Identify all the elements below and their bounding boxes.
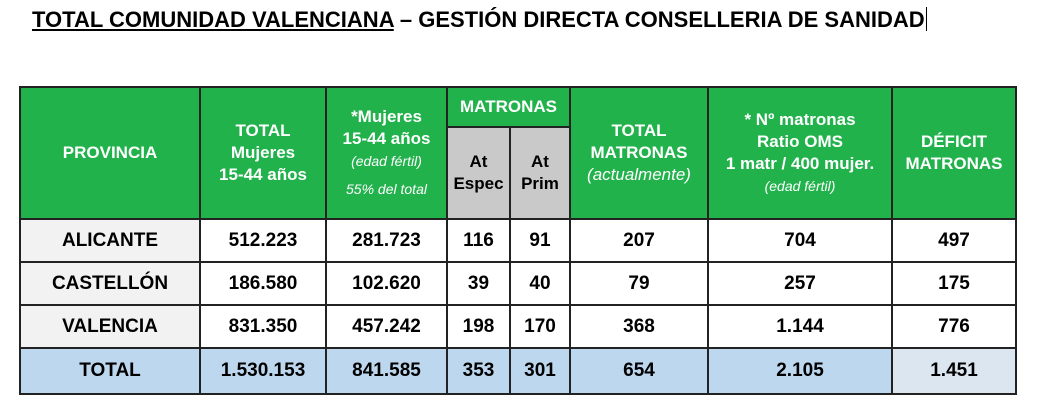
page-title: TOTAL COMUNIDAD VALENCIANA – GESTIÓN DIR… <box>32 6 1036 34</box>
cell-provincia: VALENCIA <box>19 304 201 349</box>
cell-at-prim: 91 <box>509 218 571 263</box>
table-row: VALENCIA 831.350 457.242 198 170 368 1.1… <box>19 304 1017 349</box>
cell-total-matronas: 207 <box>569 218 709 263</box>
cell-total-mujeres: 186.580 <box>199 261 327 306</box>
header-mujeres-fertil: *Mujeres 15-44 años (edad fértil) 55% de… <box>325 86 448 220</box>
text-cursor <box>925 7 927 31</box>
cell-at-espec: 198 <box>446 304 511 349</box>
cell-at-espec: 353 <box>446 347 511 395</box>
cell-total-matronas: 79 <box>569 261 709 306</box>
midwives-table: PROVINCIA TOTAL Mujeres 15-44 años *Muje… <box>19 86 1017 395</box>
cell-ratio-oms: 257 <box>707 261 893 306</box>
cell-at-prim: 301 <box>509 347 571 395</box>
cell-mujeres-fertil: 841.585 <box>325 347 448 395</box>
cell-total-mujeres: 831.350 <box>199 304 327 349</box>
header-provincia: PROVINCIA <box>19 86 201 220</box>
cell-mujeres-fertil: 457.242 <box>325 304 448 349</box>
cell-total-mujeres: 512.223 <box>199 218 327 263</box>
table-row: ALICANTE 512.223 281.723 116 91 207 704 … <box>19 218 1017 263</box>
header-ratio-oms: * Nº matronas Ratio OMS 1 matr / 400 muj… <box>707 86 893 220</box>
cell-ratio-oms: 2.105 <box>707 347 893 395</box>
cell-total-mujeres: 1.530.153 <box>199 347 327 395</box>
cell-at-espec: 39 <box>446 261 511 306</box>
cell-total-matronas: 654 <box>569 347 709 395</box>
table-row: CASTELLÓN 186.580 102.620 39 40 79 257 1… <box>19 261 1017 306</box>
cell-at-espec: 116 <box>446 218 511 263</box>
header-at-espec: At Espec <box>446 126 511 220</box>
cell-mujeres-fertil: 281.723 <box>325 218 448 263</box>
title-rest: – GESTIÓN DIRECTA CONSELLERIA DE SANIDAD <box>393 7 925 32</box>
header-matronas: MATRONAS <box>446 86 571 128</box>
cell-deficit: 497 <box>891 218 1017 263</box>
header-total-matronas: TOTAL MATRONAS (actualmente) <box>569 86 709 220</box>
title-main: TOTAL COMUNIDAD VALENCIANA <box>32 7 394 32</box>
cell-provincia: ALICANTE <box>19 218 201 263</box>
cell-ratio-oms: 704 <box>707 218 893 263</box>
header-total-mujeres: TOTAL Mujeres 15-44 años <box>199 86 327 220</box>
cell-provincia: TOTAL <box>19 347 201 395</box>
cell-provincia: CASTELLÓN <box>19 261 201 306</box>
total-row: TOTAL 1.530.153 841.585 353 301 654 2.10… <box>19 347 1017 395</box>
header-at-prim: At Prim <box>509 126 571 220</box>
cell-total-matronas: 368 <box>569 304 709 349</box>
cell-deficit: 175 <box>891 261 1017 306</box>
header-deficit: DÉFICIT MATRONAS <box>891 86 1017 220</box>
midwives-table-wrapper: PROVINCIA TOTAL Mujeres 15-44 años *Muje… <box>19 86 1017 395</box>
cell-at-prim: 40 <box>509 261 571 306</box>
cell-deficit: 1.451 <box>891 347 1017 395</box>
cell-mujeres-fertil: 102.620 <box>325 261 448 306</box>
cell-at-prim: 170 <box>509 304 571 349</box>
cell-deficit: 776 <box>891 304 1017 349</box>
cell-ratio-oms: 1.144 <box>707 304 893 349</box>
